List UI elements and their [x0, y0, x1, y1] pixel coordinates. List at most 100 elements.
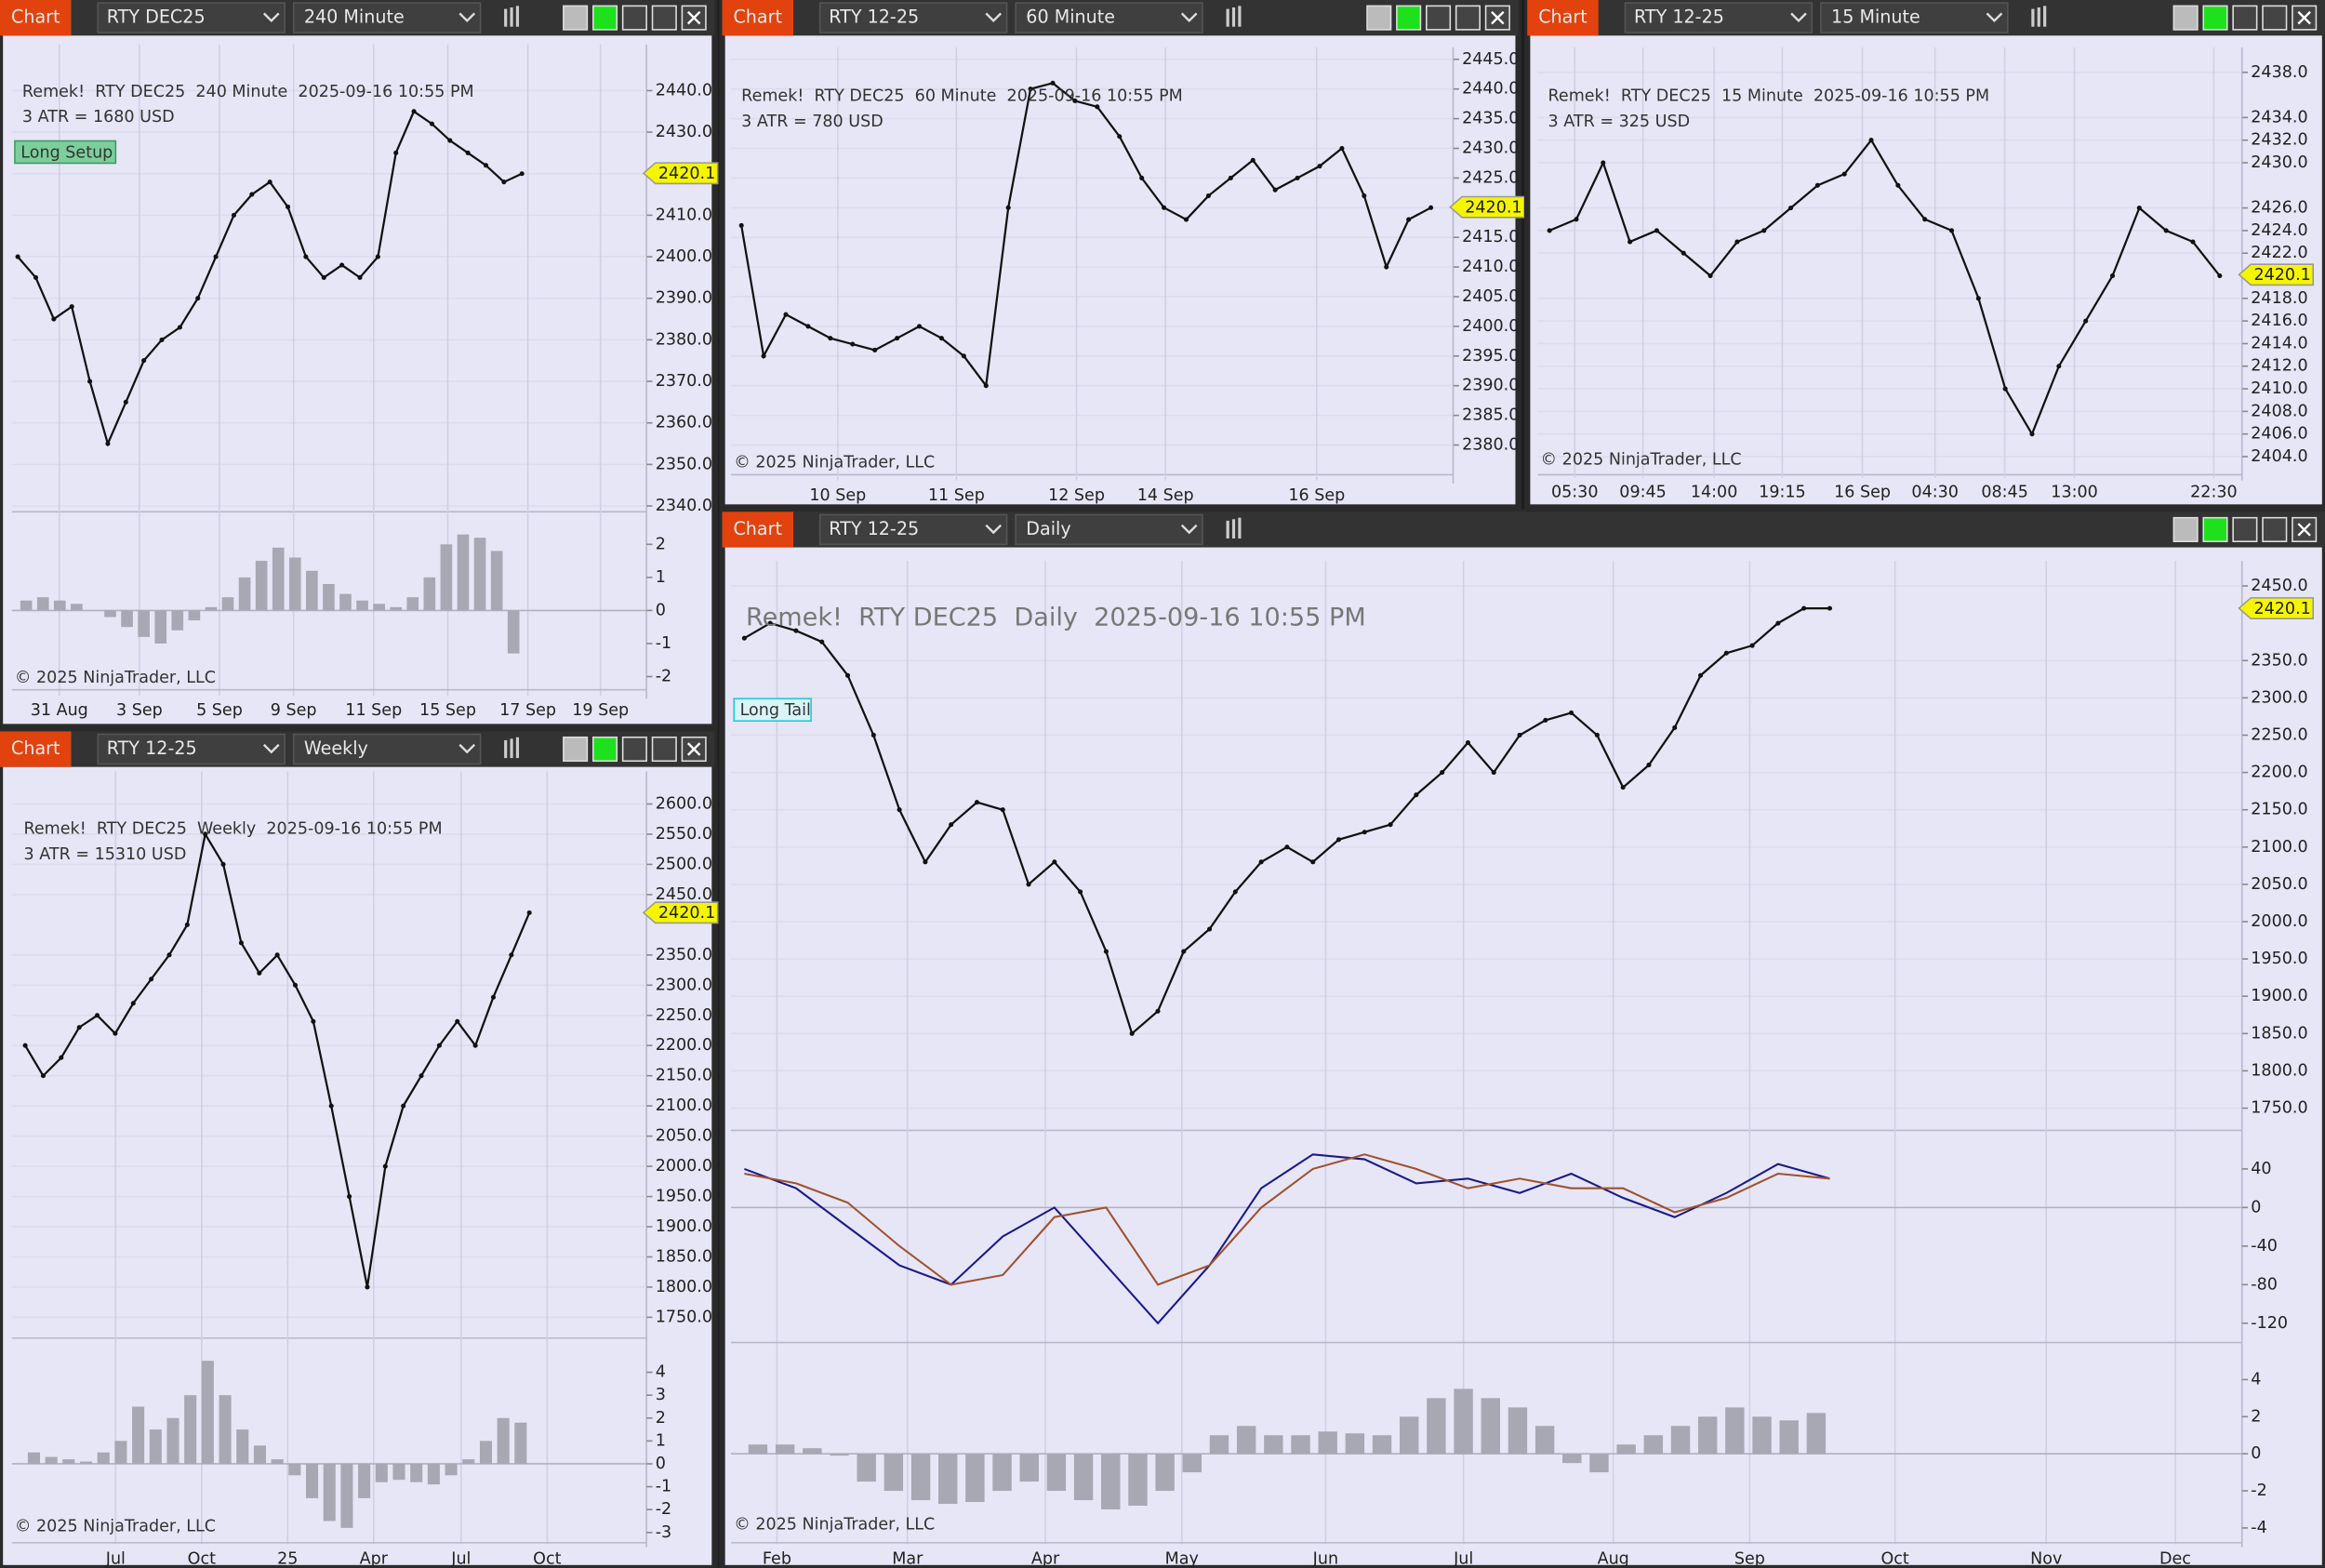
histogram-bar [62, 1459, 75, 1464]
price-point [1547, 228, 1552, 233]
price-point [1975, 296, 1981, 301]
y-tick-label: 2050.0 [656, 1127, 712, 1146]
price-point [1801, 605, 1807, 611]
chart-tab[interactable] [0, 0, 72, 36]
y-tick-label: 2390.0 [1462, 377, 1519, 395]
toolbar-icon[interactable] [2037, 7, 2040, 27]
price-point [267, 179, 272, 185]
instrument-dropdown[interactable] [818, 2, 1008, 33]
color-button[interactable] [563, 736, 589, 763]
x-tick-label: 05:30 [1551, 484, 1599, 502]
maximize-button[interactable] [2262, 5, 2288, 31]
link-button[interactable] [591, 5, 618, 31]
toolbar-icon[interactable] [515, 6, 520, 27]
histogram-bar [1318, 1431, 1337, 1455]
histogram-bar [373, 604, 385, 611]
chart-tab-label[interactable]: Chart [1538, 7, 1588, 28]
price-point [1841, 171, 1847, 177]
x-tick-label: 09:45 [1619, 484, 1667, 502]
toolbar-icon[interactable] [504, 8, 508, 27]
toolbar-icon[interactable] [1238, 517, 1242, 539]
chart-tab[interactable] [1527, 0, 1599, 36]
instrument-label[interactable]: RTY DEC25 [107, 7, 206, 28]
toolbar-icon[interactable] [510, 7, 513, 27]
interval-label[interactable]: 60 Minute [1026, 7, 1115, 28]
interval-dropdown[interactable] [292, 733, 482, 765]
price-point [761, 353, 766, 359]
interval-label[interactable]: 15 Minute [1831, 7, 1920, 28]
instrument-label[interactable]: RTY 12-25 [107, 737, 197, 759]
histogram-bar [36, 597, 49, 611]
instrument-dropdown[interactable] [818, 513, 1008, 546]
color-button[interactable] [2172, 5, 2199, 31]
histogram-bar [1725, 1407, 1745, 1455]
histogram-bar [775, 1444, 795, 1455]
minimize-button[interactable] [621, 5, 647, 31]
maximize-button[interactable] [2262, 516, 2288, 543]
minimize-button[interactable] [2232, 516, 2258, 543]
y-tick-label: 2250.0 [656, 1006, 712, 1025]
chart-tab-label[interactable]: Chart [11, 737, 60, 759]
toolbar-icon[interactable] [504, 739, 508, 759]
minimize-button[interactable] [1426, 5, 1452, 31]
price-point [1232, 889, 1238, 895]
color-button[interactable] [2172, 516, 2199, 543]
color-button[interactable] [1366, 5, 1392, 31]
x-tick-label: 17 Sep [499, 701, 556, 720]
link-button[interactable] [591, 736, 618, 763]
chart-tab-label[interactable]: Chart [11, 7, 60, 28]
minimize-button[interactable] [2232, 5, 2258, 31]
instrument-dropdown[interactable] [97, 733, 286, 765]
chart-tab-label[interactable]: Chart [733, 7, 782, 28]
chart-tab[interactable] [722, 512, 793, 548]
interval-dropdown[interactable] [1820, 2, 2009, 33]
toolbar-icon[interactable] [1226, 8, 1229, 27]
toolbar-icon[interactable] [2043, 6, 2047, 27]
link-button[interactable] [2202, 516, 2228, 543]
x-tick-label: 9 Sep [271, 701, 317, 720]
toolbar-icon[interactable] [1231, 519, 1236, 539]
minimize-button[interactable] [621, 736, 647, 763]
interval-label[interactable]: Weekly [304, 737, 368, 759]
histogram-bar [1481, 1398, 1500, 1455]
interval-label[interactable]: Daily [1026, 518, 1070, 539]
interval-label[interactable]: 240 Minute [304, 7, 405, 28]
chart-tab[interactable] [722, 0, 793, 36]
maximize-button[interactable] [1455, 5, 1481, 31]
toolbar-icon[interactable] [1231, 7, 1236, 27]
interval-dropdown[interactable] [292, 2, 482, 33]
instrument-label[interactable]: RTY 12-25 [829, 7, 919, 28]
instrument-label[interactable]: RTY 12-25 [829, 518, 919, 539]
instrument-dropdown[interactable] [1624, 2, 1814, 33]
price-point [69, 304, 74, 310]
histogram-bar [323, 583, 335, 611]
link-button[interactable] [1396, 5, 1422, 31]
chart-tab-label[interactable]: Chart [733, 518, 782, 539]
x-tick-label: Feb [763, 1549, 791, 1568]
price-point [76, 1025, 82, 1030]
toolbar-icon[interactable] [510, 738, 513, 759]
interval-dropdown[interactable] [1015, 2, 1203, 33]
histogram-bar [1508, 1407, 1528, 1455]
price-point [1181, 949, 1187, 954]
toolbar-icon[interactable] [1238, 6, 1242, 27]
maximize-button[interactable] [651, 5, 677, 31]
toolbar-icon[interactable] [2031, 8, 2035, 27]
histogram-bar [1073, 1454, 1094, 1501]
link-button[interactable] [2202, 5, 2228, 31]
histogram-bar [1562, 1454, 1582, 1464]
instrument-label[interactable]: RTY 12-25 [1634, 7, 1724, 28]
toolbar-icon[interactable] [1226, 520, 1229, 539]
maximize-button[interactable] [651, 736, 677, 763]
interval-dropdown[interactable] [1015, 513, 1203, 546]
histogram-bar [406, 597, 419, 611]
histogram-bar [1779, 1420, 1799, 1455]
instrument-dropdown[interactable] [97, 2, 286, 33]
toolbar-icon[interactable] [515, 737, 520, 759]
price-point [961, 353, 966, 359]
color-button[interactable] [563, 5, 589, 31]
histogram-bar [205, 606, 218, 611]
close-icon [686, 10, 701, 25]
chart-tab[interactable] [0, 731, 72, 767]
x-tick-label: 16 Sep [1288, 486, 1345, 505]
